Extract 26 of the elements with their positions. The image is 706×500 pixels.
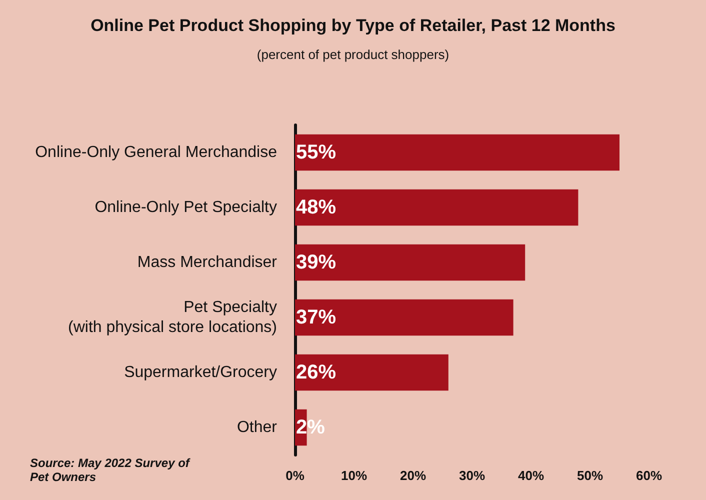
bar [295, 189, 578, 226]
data-label: 37% [296, 306, 336, 328]
x-tick-label: 50% [576, 468, 604, 483]
x-tick-label: 60% [636, 468, 662, 483]
y-tick-label: Supermarket/Grocery [124, 364, 277, 381]
bar [295, 244, 526, 281]
data-label: 39% [296, 252, 336, 274]
x-tick-label: 10% [340, 468, 368, 483]
data-label: 26% [296, 362, 336, 384]
y-tick-label: Mass Merchandiser [137, 254, 278, 271]
bar [295, 354, 448, 391]
y-tick-label: Other [236, 419, 278, 436]
bar [295, 299, 514, 336]
y-tick-label: Online-Only Pet Specialty [94, 199, 277, 216]
x-tick-label: 20% [400, 468, 426, 483]
y-tick-label: Pet Specialty (with physical store locations) [68, 299, 277, 336]
data-label: 48% [296, 196, 336, 218]
x-tick-label: 30% [458, 468, 486, 483]
bar [295, 134, 620, 171]
chart-subtitle: (percent of pet product shoppers) [256, 47, 450, 62]
source-note: Source: May 2022 Survey of Pet Owners [30, 456, 193, 484]
data-label: 55% [296, 142, 336, 164]
chart-title: Online Pet Product Shopping by Type of Retailer, Past 12 Months [90, 16, 616, 35]
y-tick-label: Online-Only General Merchandise [35, 144, 278, 161]
x-tick-label: 0% [286, 468, 305, 483]
x-tick-label: 40% [518, 468, 544, 483]
